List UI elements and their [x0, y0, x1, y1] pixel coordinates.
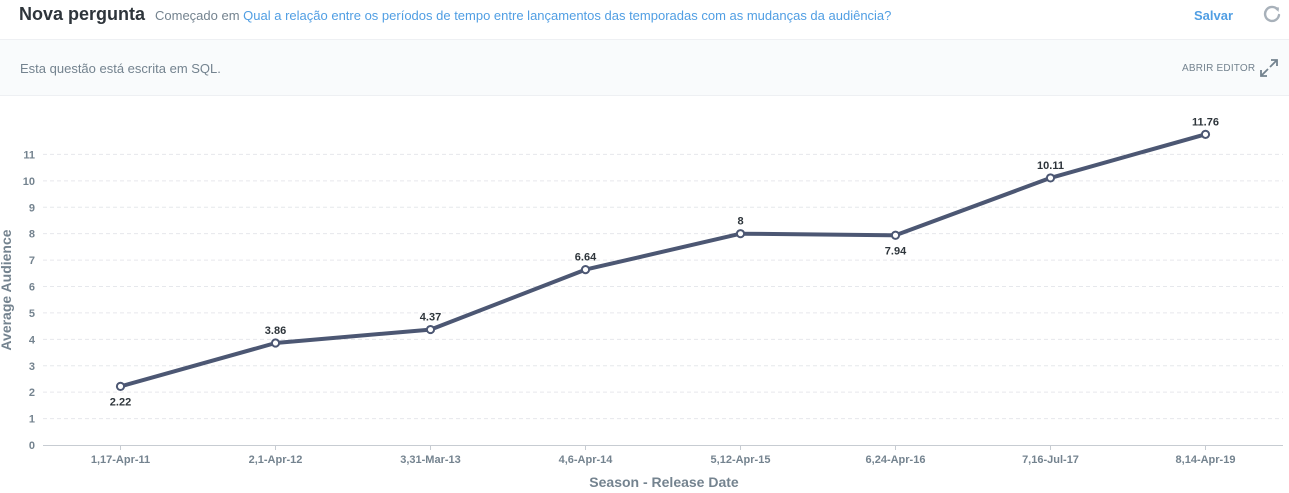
y-tick-label: 11	[23, 149, 35, 161]
data-point	[1200, 129, 1211, 139]
data-labels: 2.22 3.86 4.37 6.64 8 7.94 10.11 11.76	[110, 116, 1219, 408]
started-prefix: Começado em	[155, 8, 240, 23]
question-header: Nova pergunta Começado em Qual a relação…	[0, 0, 1289, 40]
y-tick-label: 10	[23, 176, 35, 188]
x-tick-label: 7,16-Jul-17	[1022, 454, 1079, 466]
y-axis-label: Average Audience	[0, 229, 14, 350]
y-tick-label: 4	[29, 334, 36, 346]
x-axis: 1,17-Apr-11 2,1-Apr-12 3,31-Mar-13 4,6-Apr-…	[43, 445, 1283, 466]
y-tick-label: 1	[29, 414, 35, 426]
data-point	[890, 230, 901, 240]
native-query-bar: Esta questão está escrita em SQL. ABRIR …	[0, 40, 1289, 96]
data-point	[425, 324, 436, 335]
data-label: 7.94	[885, 245, 907, 257]
open-editor-button[interactable]: ABRIR EDITOR	[1182, 63, 1256, 74]
started-from: Começado em Qual a relação entre os perí…	[155, 8, 891, 23]
data-point	[270, 338, 281, 348]
line-chart: 0 1 2 3 4 5 6 7 8 9 10 11 1,17-Apr-11 2,1-Apr-12 3,31…	[0, 116, 1283, 490]
y-tick-label: 5	[29, 308, 35, 320]
data-label: 10.11	[1037, 160, 1064, 172]
y-tick-label: 9	[29, 202, 35, 214]
data-label: 3.86	[265, 325, 286, 337]
data-point	[115, 381, 126, 391]
data-point	[1045, 173, 1056, 183]
y-tick-label: 3	[29, 361, 35, 373]
x-axis-label: Season - Release Date	[589, 474, 739, 490]
x-tick-label: 1,17-Apr-11	[91, 454, 150, 466]
data-label: 2.22	[110, 396, 131, 408]
series-line	[118, 132, 1208, 389]
data-point	[735, 229, 746, 239]
x-tick-label: 5,12-Apr-15	[711, 454, 771, 466]
x-tick-label: 6,24-Apr-16	[866, 454, 926, 466]
data-label: 4.37	[420, 312, 441, 324]
x-tick-label: 2,1-Apr-12	[249, 454, 303, 466]
y-tick-label: 2	[29, 387, 35, 399]
expand-icon[interactable]	[1258, 57, 1280, 79]
sql-note: Esta questão está escrita em SQL.	[20, 61, 221, 76]
y-axis-ticks: 0 1 2 3 4 5 6 7 8 9 10 11	[23, 149, 36, 452]
source-question-link[interactable]: Qual a relação entre os períodos de temp…	[243, 8, 892, 23]
data-label: 11.76	[1192, 116, 1219, 128]
data-label: 6.64	[575, 252, 597, 264]
y-tick-label: 8	[29, 229, 35, 241]
y-tick-label: 7	[29, 255, 35, 267]
page-title: Nova pergunta	[19, 4, 146, 24]
series-polyline	[118, 132, 1208, 389]
refresh-icon[interactable]	[1262, 4, 1282, 24]
y-tick-label: 6	[29, 282, 35, 294]
save-button[interactable]: Salvar	[1194, 8, 1234, 23]
x-tick-label: 8,14-Apr-19	[1176, 454, 1236, 466]
series-points	[115, 129, 1211, 391]
x-tick-label: 4,6-Apr-14	[559, 454, 614, 466]
data-label: 8	[737, 216, 743, 228]
grid	[43, 153, 1283, 420]
y-tick-label: 0	[29, 440, 35, 452]
data-point	[580, 264, 591, 275]
x-tick-label: 3,31-Mar-13	[400, 454, 461, 466]
